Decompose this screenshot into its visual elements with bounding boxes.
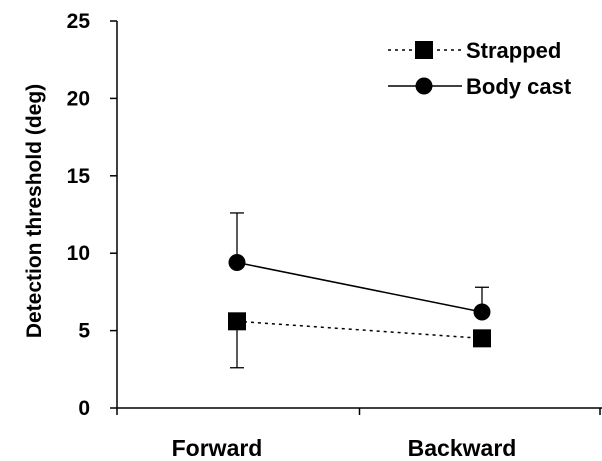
data-point [473, 329, 491, 348]
series-line [236, 320, 483, 340]
legend-marker [415, 77, 433, 95]
legend-label: Body cast [466, 74, 572, 99]
y-tick-label: 15 [67, 165, 91, 188]
y-tick-label: 25 [67, 10, 91, 33]
data-point [228, 312, 246, 331]
legend: Strapped Body cast [388, 38, 572, 99]
series-layer [228, 212, 491, 369]
x-category-label: Forward [172, 435, 263, 461]
legend-marker [415, 41, 433, 59]
data-point [473, 303, 491, 321]
series-body-cast [228, 212, 491, 321]
series-strapped [228, 312, 491, 369]
y-tick-label: 0 [78, 397, 90, 420]
x-category-label: Backward [408, 435, 517, 461]
y-tick-label: 20 [67, 87, 90, 110]
data-point [228, 253, 246, 271]
legend-label: Strapped [466, 38, 561, 63]
series-line [236, 261, 483, 313]
y-axis-title: Detection threshold (deg) [23, 84, 46, 338]
y-tick-label: 10 [67, 242, 90, 265]
y-tick-label: 5 [78, 320, 90, 343]
axes: 0 5 10 15 20 25 Forward Backward [67, 10, 602, 461]
